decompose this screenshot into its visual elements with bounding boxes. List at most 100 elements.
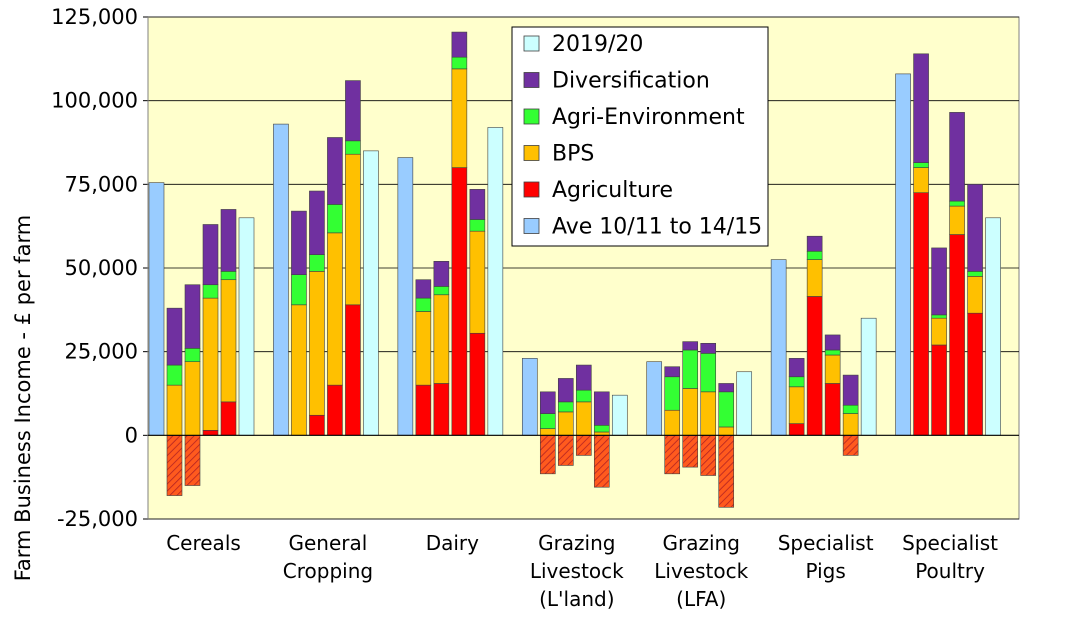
- bar-diversification: [682, 341, 699, 351]
- bar-diversification: [415, 279, 432, 299]
- x-category-label: (L'land): [539, 587, 614, 611]
- bar-agriculture: [415, 384, 432, 436]
- bar-2019-20: [363, 150, 379, 436]
- bar-agriculture-negative: [700, 435, 717, 476]
- bar-bps: [788, 386, 805, 424]
- bar-bps: [967, 276, 983, 314]
- bar-diversification: [824, 334, 841, 351]
- bar-agriculture-negative: [664, 435, 681, 475]
- bar-2019-20: [238, 217, 255, 436]
- x-axis-labels: Cereals General Cropping Dairy Grazing Livest…: [166, 531, 998, 611]
- bar-agriculture: [967, 312, 983, 436]
- legend-label-avg: Ave 10/11 to 14/15: [552, 215, 762, 240]
- bar-agri-environment: [345, 140, 361, 155]
- bar-2019-20: [736, 371, 753, 436]
- bar-diversification: [949, 112, 965, 202]
- legend-box: [511, 26, 769, 247]
- bar-agriculture: [327, 384, 343, 436]
- legend-label-agriculture: Agriculture: [552, 178, 673, 203]
- bar-bps: [415, 311, 432, 386]
- bar-agriculture-negative: [184, 435, 201, 486]
- bar-agri-environment: [593, 424, 610, 433]
- bar-agri-environment: [557, 401, 574, 413]
- bar-agriculture-negative: [718, 435, 735, 508]
- x-category-label: General: [289, 531, 368, 555]
- bar-diversification: [806, 235, 823, 252]
- legend-swatch-bps: [523, 145, 540, 161]
- bar-diversification: [913, 53, 929, 163]
- bar-diversification: [327, 137, 343, 205]
- bar-diversification: [718, 383, 735, 393]
- x-category-label: Specialist: [902, 531, 998, 555]
- bar-agri-environment: [949, 200, 965, 207]
- y-tick-label: 75,000: [65, 172, 138, 196]
- bar-average: [895, 73, 911, 436]
- bar-bps: [469, 230, 486, 334]
- bar-bps: [345, 153, 361, 306]
- bar-average: [770, 259, 787, 436]
- bar-agriculture: [931, 344, 947, 436]
- bar-diversification: [451, 31, 468, 58]
- bar-diversification: [842, 374, 859, 406]
- bar-bps: [451, 68, 468, 168]
- bar-agriculture: [824, 383, 841, 436]
- bar-bps: [291, 304, 307, 436]
- bar-bps: [913, 167, 929, 194]
- bar-bps: [557, 411, 574, 436]
- x-category-label: Grazing: [663, 531, 740, 555]
- bar-diversification: [788, 358, 805, 378]
- bar-bps: [806, 259, 823, 297]
- bar-agriculture: [913, 192, 929, 436]
- y-tick-label: 0: [125, 423, 138, 447]
- legend-swatch-diversification: [523, 72, 540, 88]
- bar-diversification: [309, 190, 325, 255]
- y-axis-title: Farm Business Income - £ per farm: [11, 215, 35, 581]
- bar-average: [521, 358, 538, 436]
- bar-bps: [327, 232, 343, 386]
- bar-diversification: [202, 224, 219, 286]
- bar-agriculture-negative: [575, 435, 592, 456]
- x-category-label: Pigs: [805, 559, 845, 583]
- bar-agriculture: [806, 296, 823, 436]
- bar-agriculture-negative: [539, 435, 556, 475]
- bar-agri-environment: [166, 364, 183, 386]
- x-category-label: Poultry: [915, 559, 985, 583]
- bar-agri-environment: [415, 297, 432, 312]
- bar-diversification: [345, 80, 361, 142]
- bar-diversification: [931, 247, 947, 316]
- bar-agri-environment: [469, 219, 486, 232]
- bar-diversification: [700, 342, 717, 354]
- bar-agri-environment: [433, 286, 450, 296]
- bar-bps: [539, 428, 556, 436]
- legend-swatch-y2019: [523, 35, 540, 52]
- bar-agriculture: [949, 234, 965, 436]
- bar-agriculture: [469, 332, 486, 436]
- bar-agriculture: [309, 414, 325, 436]
- bar-2019-20: [985, 217, 1001, 436]
- bar-diversification: [967, 184, 983, 272]
- bar-bps: [433, 294, 450, 384]
- legend-swatch-agri_env: [523, 108, 540, 125]
- bar-agri-environment: [309, 254, 325, 272]
- bar-diversification: [184, 284, 201, 349]
- y-tick-label: 25,000: [65, 340, 138, 364]
- bar-diversification: [575, 364, 592, 391]
- bar-bps: [220, 279, 237, 403]
- bar-diversification: [593, 391, 610, 426]
- bar-agri-environment: [682, 349, 699, 389]
- bar-agri-environment: [327, 204, 343, 234]
- bar-diversification: [291, 210, 307, 275]
- bar-bps: [949, 205, 965, 235]
- x-category-label: Dairy: [426, 531, 479, 555]
- legend-label-diversification: Diversification: [552, 69, 710, 94]
- bar-diversification: [557, 378, 574, 403]
- bar-diversification: [469, 189, 486, 220]
- bar-agri-environment: [664, 376, 681, 411]
- bar-bps: [842, 413, 859, 436]
- bar-bps: [718, 426, 735, 436]
- bar-agri-environment: [718, 391, 735, 428]
- bar-2019-20: [860, 317, 877, 436]
- bar-diversification: [433, 261, 450, 287]
- bar-agriculture-negative: [557, 435, 574, 466]
